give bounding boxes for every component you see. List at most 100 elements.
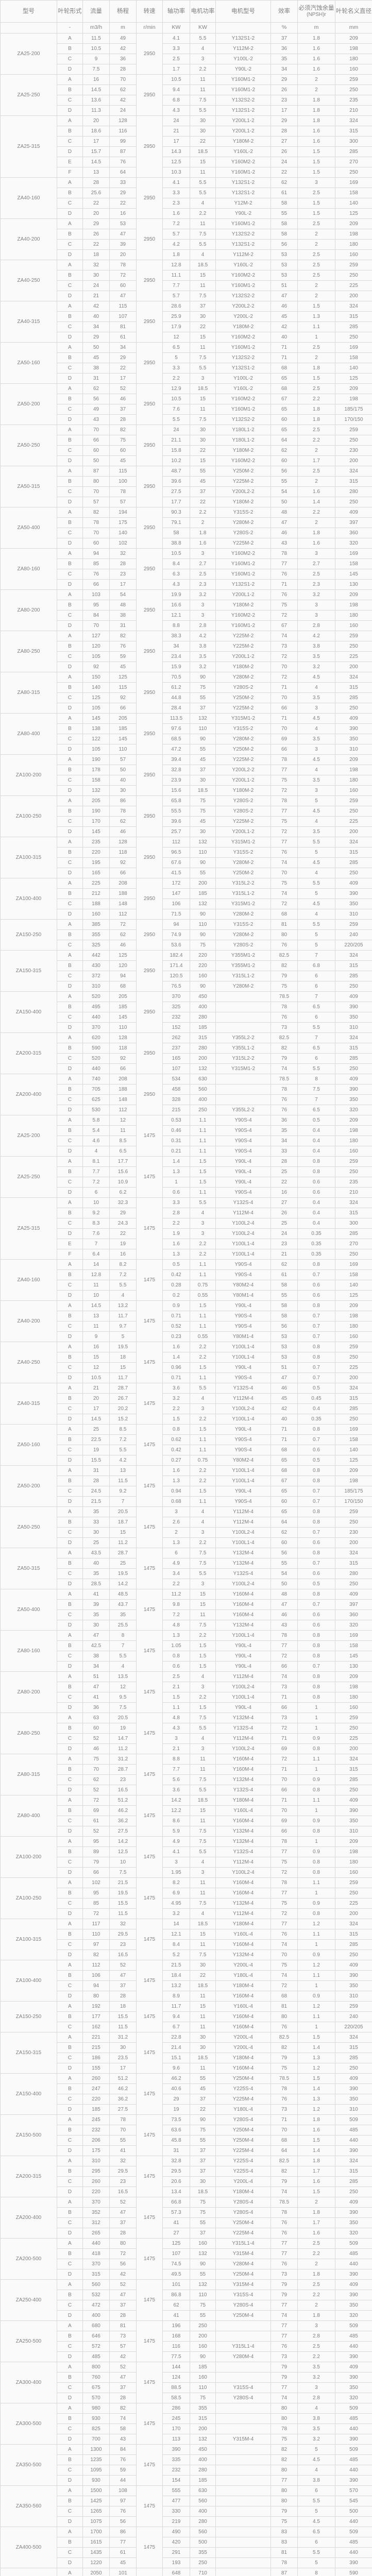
cell-efficiency: 56 <box>270 466 298 477</box>
table-row: B 646 73 168 200 77 2.8 485 <box>1 2331 372 2342</box>
cell-motor-power: 1.1 <box>190 1259 216 1270</box>
header-motor-power: 电机功率 <box>190 0 216 23</box>
cell-efficiency: 80 <box>270 2465 298 2476</box>
cell-impeller-diameter: 390 <box>335 2475 372 2486</box>
unit-impeller-type: - <box>57 22 83 33</box>
cell-shaft-power: 4.8 <box>162 1620 190 1631</box>
cell-impeller-diameter: 315 <box>335 1208 372 1218</box>
cell-impeller-diameter: 259 <box>335 1713 372 1723</box>
table-row: F 6.4 16 1.3 2.2 Y100L1-4 21 0.35 250 <box>1 1249 372 1260</box>
cell-efficiency: 77 <box>270 2331 298 2342</box>
cell-impeller-diameter: 140 <box>335 1445 372 1455</box>
table-row: B 70 28.7 7.7 11 Y160M-4 71 1 315 <box>1 1764 372 1775</box>
cell-flow: 7.2 <box>82 1177 110 1188</box>
cell-head: 26.7 <box>109 1393 137 1404</box>
cell-speed: 1475 <box>136 1156 163 1198</box>
cell-motor-power: 15 <box>190 332 216 343</box>
cell-flow: 532 <box>82 2290 110 2300</box>
table-row: B 80 100 39.6 45 Y225M-2 55 2 315 <box>1 476 372 487</box>
cell-head: 19 <box>109 1723 137 1734</box>
cell-motor-model: Y280S-2 <box>215 682 271 693</box>
cell-npsh: 0.4 <box>297 1403 335 1414</box>
cell-impeller-diameter: 250 <box>335 1950 372 1960</box>
cell-head: 7 <box>109 1640 137 1651</box>
cell-motor-power: 55 <box>190 2217 216 2228</box>
unit-impeller-diameter: mm <box>335 22 372 33</box>
cell-flow: 472 <box>82 2300 110 2311</box>
cell-impeller-diameter: 225 <box>335 651 372 662</box>
cell-speed: 2950 <box>136 177 163 219</box>
cell-speed: 2950 <box>136 713 163 755</box>
cell-flow: 247 <box>82 2083 110 2094</box>
cell-impeller-type: C <box>57 1857 83 1868</box>
cell-flow: 105 <box>82 703 110 714</box>
cell-efficiency: 25 <box>270 1218 298 1229</box>
table-row: C 158 40 23.9 30 Y200L1-2 75 3.5 180 <box>1 775 372 786</box>
cell-impeller-type: C <box>57 136 83 147</box>
cell-efficiency: 74 <box>270 1671 298 1682</box>
cell-impeller-diameter: 259 <box>335 2001 372 2012</box>
cell-npsh: 3 <box>297 2382 335 2393</box>
cell-motor-model: Y160M-4 <box>215 1877 271 1888</box>
cell-flow: 495 <box>82 1002 110 1012</box>
cell-flow: 84 <box>82 610 110 621</box>
cell-impeller-diameter: 259 <box>335 74 372 85</box>
cell-impeller-diameter: 324 <box>335 301 372 312</box>
cell-flow: 14.5 <box>82 84 110 95</box>
cell-head: 22 <box>109 363 137 374</box>
cell-efficiency: 24 <box>270 157 298 167</box>
cell-efficiency: 68 <box>270 2135 298 2146</box>
cell-flow: 570 <box>82 2393 110 2403</box>
cell-motor-model: Y112M-4 <box>215 1517 271 1528</box>
cell-npsh: 5 <box>297 2444 335 2455</box>
cell-impeller-type: B <box>57 600 83 611</box>
cell-impeller-diameter: 315 <box>335 126 372 137</box>
cell-shaft-power: 38.3 <box>162 631 190 641</box>
cell-impeller-type: A <box>57 548 83 559</box>
cell-motor-model: Y112M-4 <box>215 1671 271 1682</box>
cell-npsh: 0.6 <box>297 1568 335 1579</box>
cell-impeller-type: C <box>57 1053 83 1064</box>
cell-speed: 1475 <box>136 2073 163 2115</box>
header-impeller-type: 叶轮形式 <box>57 0 83 23</box>
cell-impeller-diameter: 145 <box>335 569 372 580</box>
cell-impeller-type: D <box>57 2269 83 2280</box>
cell-motor-model: Y280M-4 <box>215 2351 271 2362</box>
cell-flow: 192 <box>82 2001 110 2012</box>
cell-npsh: 0.8 <box>297 1166 335 1177</box>
table-row: ZA100-315 A 117 32 1475 14 18.5 Y180M-4 77 1.2 324 <box>0 1919 372 1960</box>
cell-flow: 30 <box>82 270 110 281</box>
cell-efficiency: 53 <box>270 249 298 260</box>
cell-shaft-power: 28.6 <box>162 301 190 312</box>
cell-impeller-type: B <box>57 2083 83 2094</box>
cell-npsh: 1.3 <box>297 2094 335 2105</box>
cell-impeller-type: C <box>57 198 83 209</box>
cell-motor-power: 132 <box>190 837 216 848</box>
cell-impeller-type: A <box>57 991 83 1002</box>
cell-npsh: 2.2 <box>297 507 335 518</box>
cell-motor-model: Y132S-4 <box>215 1197 271 1208</box>
cell-impeller-type: A <box>57 2114 83 2125</box>
cell-impeller-diameter: 169 <box>335 1630 372 1641</box>
cell-flow: 370 <box>82 2197 110 2208</box>
cell-efficiency: 82 <box>270 2444 298 2455</box>
cell-efficiency: 54 <box>270 486 298 497</box>
table-row: ZA40-200 A 14.5 13.2 1475 0.9 1.5 Y90L-4 58 0.8 20… <box>0 1300 372 1342</box>
cell-efficiency: 82 <box>270 2454 298 2465</box>
cell-impeller-type: B <box>57 1434 83 1445</box>
cell-speed: 1475 <box>136 1259 163 1301</box>
cell-efficiency: 77 <box>270 2248 298 2259</box>
cell-motor-power: 5.5 <box>190 1785 216 1795</box>
cell-shaft-power: 0.28 <box>162 1280 190 1291</box>
cell-motor-model: Y315M1-2 <box>215 899 271 909</box>
cell-head: 45 <box>109 2557 137 2568</box>
cell-head: 112 <box>109 1105 137 1115</box>
cell-efficiency: 55 <box>270 208 298 219</box>
cell-motor-power: 0.55 <box>190 1290 216 1301</box>
cell-motor-model: Y160M-4 <box>215 1888 271 1899</box>
cell-npsh: 0.6 <box>297 1537 335 1548</box>
cell-npsh: 2.5 <box>297 270 335 281</box>
cell-motor-model: Y200L-4 <box>215 2176 271 2187</box>
table-row: ZA40-315 A 21 28.7 1475 3.6 5.5 Y132S-4 46 0.5 324 <box>0 1383 372 1425</box>
cell-flow: 145 <box>82 713 110 724</box>
